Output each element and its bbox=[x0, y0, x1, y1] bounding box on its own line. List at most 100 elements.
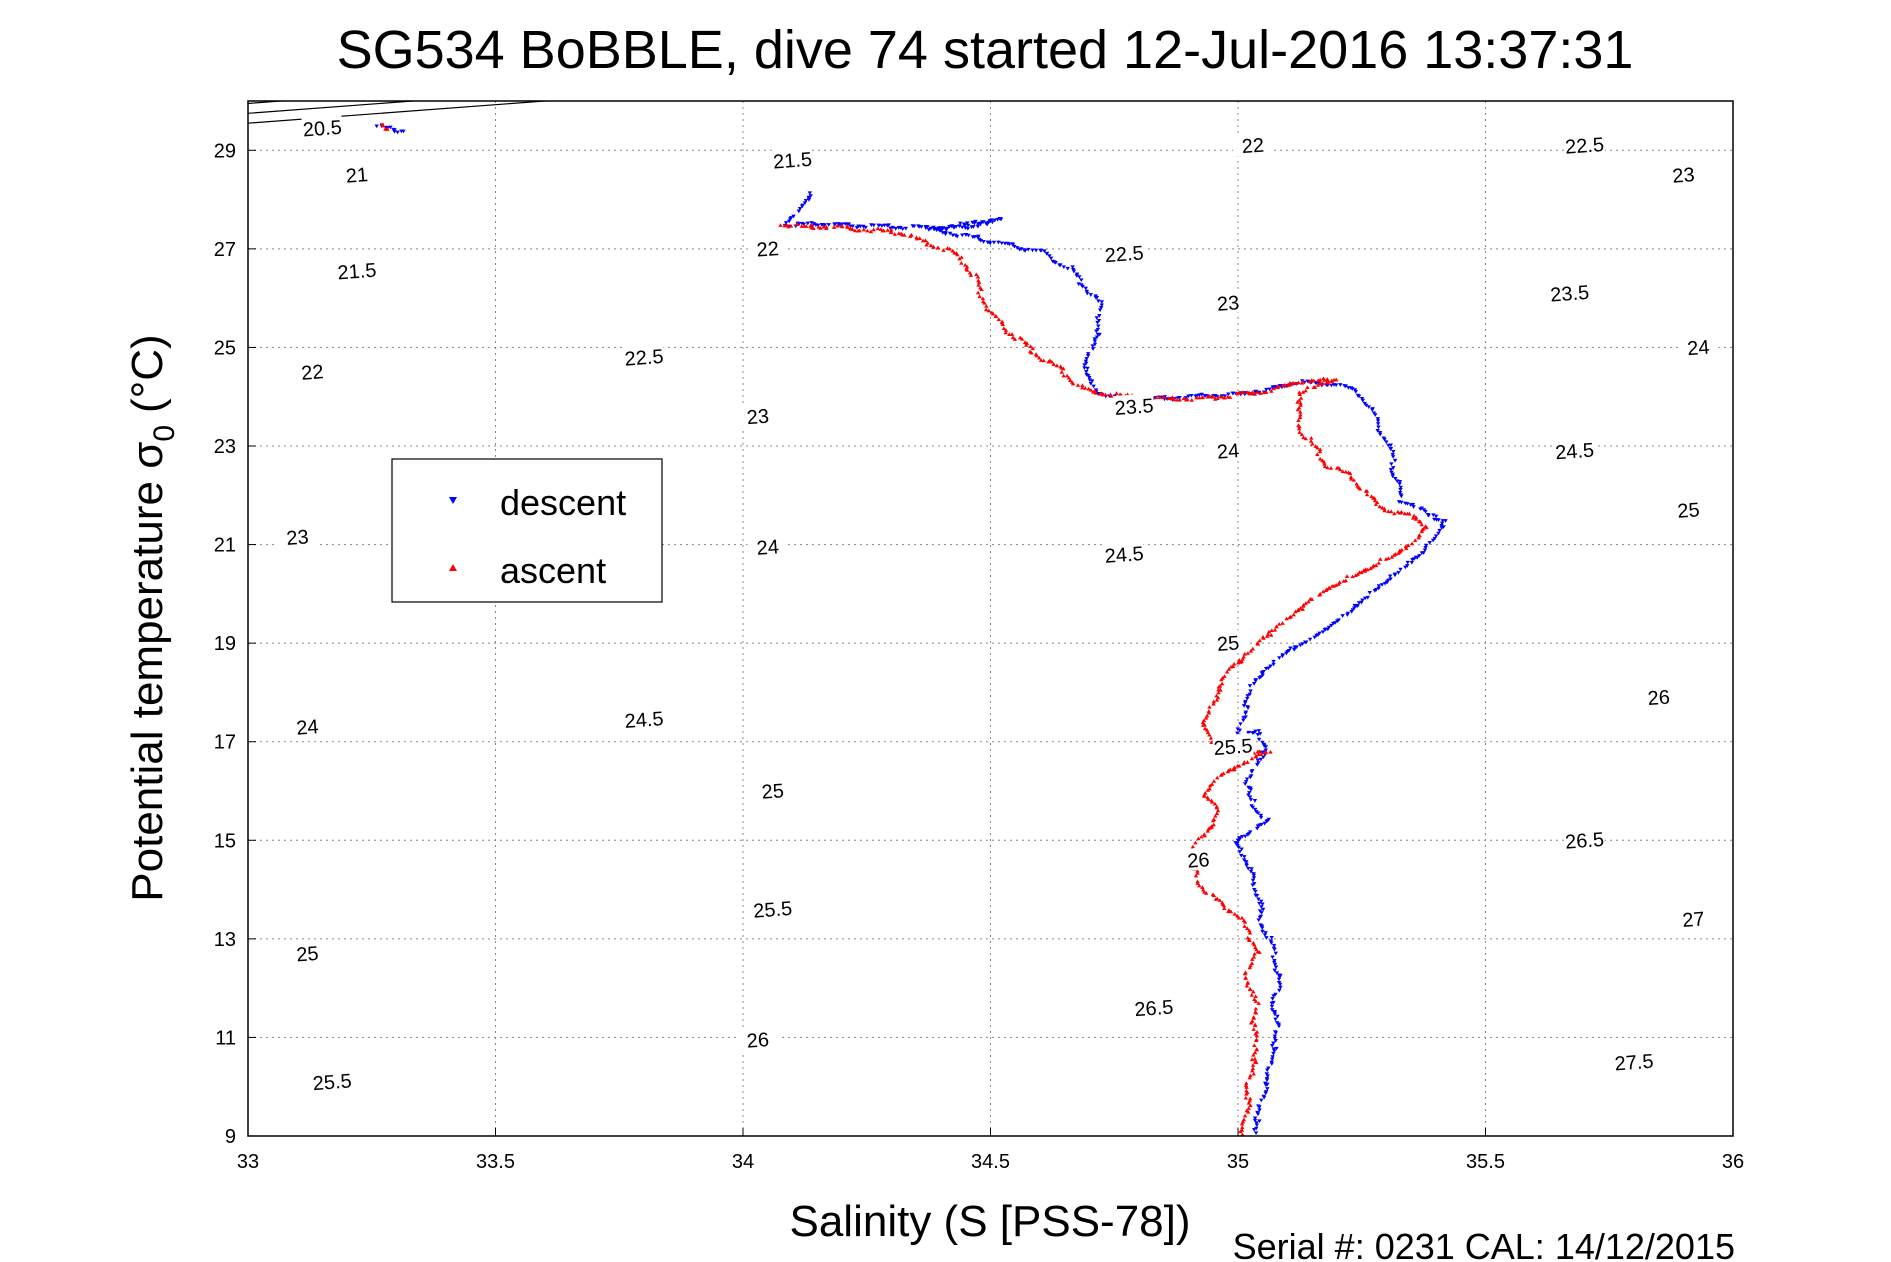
ascent-point bbox=[1325, 465, 1330, 470]
descent-point bbox=[837, 223, 843, 227]
descent-point bbox=[1257, 732, 1263, 736]
descent-point bbox=[1044, 252, 1050, 256]
descent-point bbox=[978, 238, 984, 243]
contour-label-bg bbox=[336, 257, 378, 283]
ascent-point bbox=[1303, 436, 1308, 441]
descent-point bbox=[1375, 429, 1380, 433]
ascent-point bbox=[1373, 502, 1379, 506]
descent-point bbox=[996, 240, 1001, 245]
descent-point bbox=[1269, 941, 1274, 945]
ascent-point bbox=[1290, 380, 1296, 385]
ascent-point bbox=[1311, 378, 1317, 383]
descent-point bbox=[898, 225, 903, 230]
descent-point bbox=[1079, 278, 1084, 283]
descent-point bbox=[1272, 958, 1277, 963]
descent-point bbox=[1090, 379, 1095, 384]
ascent-point bbox=[1001, 326, 1007, 331]
descent-point bbox=[1071, 269, 1077, 274]
ascent-point bbox=[1298, 409, 1303, 414]
ascent-point bbox=[1059, 370, 1064, 374]
ascent-point bbox=[1244, 1091, 1249, 1096]
ascent-point bbox=[1232, 911, 1237, 916]
descent-point bbox=[1244, 777, 1250, 782]
descent-point bbox=[1246, 866, 1251, 871]
descent-point bbox=[1226, 392, 1231, 397]
ascent-point bbox=[1248, 1020, 1254, 1025]
descent-point bbox=[1251, 681, 1257, 686]
contour-label-bg bbox=[1207, 437, 1249, 463]
ascent-point bbox=[980, 296, 986, 301]
descent-point bbox=[1239, 853, 1244, 858]
ascent-point bbox=[821, 224, 826, 229]
ascent-point bbox=[1211, 701, 1216, 706]
ascent-point bbox=[1293, 609, 1298, 614]
descent-point bbox=[1086, 374, 1091, 378]
descent-point bbox=[1284, 651, 1289, 656]
ascent-point bbox=[1337, 467, 1343, 472]
descent-point bbox=[983, 221, 989, 226]
ascent-point bbox=[1315, 445, 1320, 450]
ascent-point bbox=[1064, 373, 1070, 378]
ascent-point bbox=[1252, 1043, 1257, 1048]
contour-label-bg bbox=[1177, 846, 1220, 872]
ascent-point bbox=[1189, 397, 1194, 402]
ascent-point bbox=[1236, 915, 1241, 920]
descent-point bbox=[1370, 408, 1375, 412]
ascent-point bbox=[1219, 677, 1224, 682]
ascent-point bbox=[1109, 394, 1114, 398]
descent-point bbox=[1391, 466, 1396, 470]
ascent-point bbox=[1328, 466, 1334, 470]
ascent-point bbox=[1315, 383, 1321, 387]
descent-point bbox=[1249, 770, 1254, 774]
ascent-point bbox=[1351, 477, 1357, 482]
descent-point bbox=[1270, 955, 1275, 960]
descent-point bbox=[1235, 838, 1241, 843]
x-tick-label: 36 bbox=[1722, 1151, 1744, 1173]
contour-label-text: 26 bbox=[1187, 849, 1211, 873]
descent-point bbox=[1273, 1017, 1278, 1022]
contour-label: 27 bbox=[1672, 905, 1715, 932]
descent-point bbox=[1422, 548, 1428, 553]
ascent-point bbox=[1206, 710, 1212, 715]
descent-point bbox=[803, 198, 809, 203]
ascent-point bbox=[1363, 567, 1368, 571]
contour-label: 24 bbox=[746, 533, 789, 560]
descent-point bbox=[1260, 740, 1265, 745]
ascent-point bbox=[1243, 1095, 1249, 1100]
descent-point bbox=[1061, 265, 1067, 270]
descent-point bbox=[1273, 965, 1279, 970]
y-tick-label: 15 bbox=[214, 830, 236, 852]
descent-point bbox=[1298, 643, 1303, 648]
contour-label-text: 26 bbox=[1647, 687, 1671, 711]
series-ascent bbox=[379, 122, 1429, 1136]
contour-label-bg bbox=[1672, 905, 1715, 931]
contour-label-text: 26.5 bbox=[1564, 829, 1604, 854]
ascent-point bbox=[1209, 740, 1214, 745]
descent-point bbox=[1237, 850, 1242, 854]
contour-label: 23 bbox=[1207, 289, 1249, 316]
ascent-point bbox=[1206, 826, 1211, 831]
descent-point bbox=[1099, 300, 1105, 304]
descent-point bbox=[1269, 1004, 1275, 1009]
descent-point bbox=[1007, 242, 1012, 247]
series-descent bbox=[374, 123, 1448, 1136]
ascent-point bbox=[1268, 749, 1273, 754]
ascent-point bbox=[1218, 688, 1223, 692]
descent-point bbox=[1265, 1087, 1270, 1091]
descent-point bbox=[1270, 1055, 1275, 1059]
descent-point bbox=[395, 130, 400, 135]
descent-point bbox=[1340, 614, 1345, 618]
descent-point bbox=[1251, 873, 1257, 878]
descent-point bbox=[890, 225, 896, 230]
ascent-point bbox=[1321, 459, 1327, 464]
ascent-point bbox=[1369, 494, 1374, 499]
descent-point bbox=[961, 222, 967, 227]
descent-point bbox=[954, 234, 960, 239]
descent-point bbox=[1277, 982, 1283, 987]
contour-label-bg bbox=[1133, 994, 1175, 1020]
descent-point bbox=[1235, 727, 1241, 732]
ascent-point bbox=[835, 223, 840, 228]
descent-point bbox=[903, 226, 909, 231]
ascent-point bbox=[1287, 615, 1292, 620]
ascent-point bbox=[1222, 674, 1227, 678]
